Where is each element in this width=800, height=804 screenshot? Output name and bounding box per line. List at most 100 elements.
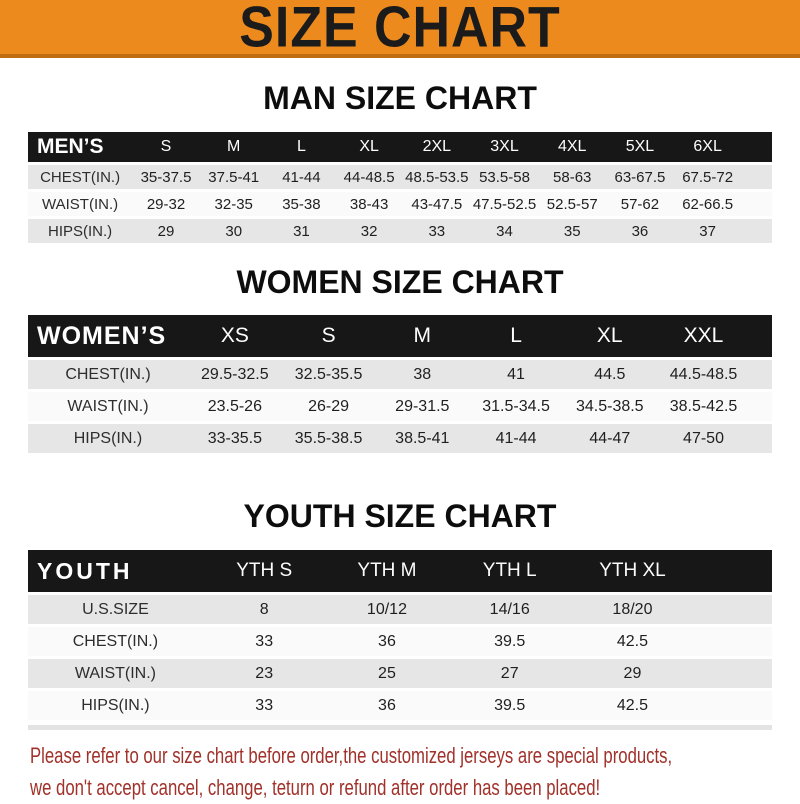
column-header: 4XL: [538, 132, 607, 162]
column-header: S: [132, 132, 200, 162]
size-cell: 43-47.5: [402, 192, 471, 216]
size-cell: 35: [538, 219, 607, 243]
women-size-table: WOMEN’S XS S M L XL XXL CHEST(IN.) 29.5-…: [28, 312, 772, 456]
column-header: 5XL: [606, 132, 674, 162]
size-cell: 37.5-41: [199, 165, 268, 189]
size-cell: 35-38: [267, 192, 336, 216]
size-cell: 57-62: [606, 192, 674, 216]
row-label: HIPS(IN.): [28, 219, 133, 243]
column-header: 6XL: [673, 132, 742, 162]
men-size-table: MEN’S S M L XL 2XL 3XL 4XL 5XL 6XL CHEST…: [28, 129, 772, 246]
size-cell: 44-47: [562, 424, 657, 453]
size-cell: 32-35: [199, 192, 268, 216]
filler-cell: [693, 550, 772, 592]
row-label: WAIST(IN.): [28, 392, 188, 421]
filler-cell: [693, 627, 772, 656]
footer-line-1: Please refer to our size chart before or…: [30, 743, 673, 768]
table-row: WAIST(IN.) 23.5-26 26-29 29-31.5 31.5-34…: [28, 392, 772, 421]
column-header: YTH S: [202, 550, 326, 592]
youth-table-title: YOUTH: [28, 550, 203, 592]
size-cell: 31.5-34.5: [469, 392, 563, 421]
column-header: XL: [562, 315, 657, 357]
column-header: XXL: [656, 315, 751, 357]
column-header: 3XL: [470, 132, 539, 162]
size-cell: 25: [325, 659, 449, 688]
size-cell: 36: [325, 627, 449, 656]
youth-header-row: YOUTH YTH S YTH M YTH L YTH XL: [28, 550, 772, 592]
size-cell: 42.5: [571, 691, 694, 720]
column-header: S: [281, 315, 376, 357]
size-cell: 52.5-57: [538, 192, 607, 216]
row-label: HIPS(IN.): [28, 691, 203, 720]
filler-cell: [750, 315, 772, 357]
youth-size-table: YOUTH YTH S YTH M YTH L YTH XL U.S.SIZE …: [28, 547, 772, 723]
filler-cell: [741, 192, 772, 216]
size-cell: 29: [571, 659, 694, 688]
size-cell: 34.5-38.5: [562, 392, 657, 421]
table-row: WAIST(IN.) 23 25 27 29: [28, 659, 772, 688]
size-cell: 36: [606, 219, 674, 243]
size-cell: 38-43: [335, 192, 403, 216]
size-cell: 47.5-52.5: [470, 192, 539, 216]
size-cell: 14/16: [448, 595, 572, 624]
row-label: CHEST(IN.): [28, 165, 133, 189]
size-cell: 47-50: [656, 424, 751, 453]
size-cell: 29.5-32.5: [187, 360, 282, 389]
column-header: YTH M: [325, 550, 449, 592]
size-cell: 26-29: [281, 392, 376, 421]
size-cell: 38: [375, 360, 470, 389]
size-cell: 67.5-72: [673, 165, 742, 189]
women-table-title: WOMEN’S: [28, 315, 188, 357]
size-cell: 33: [402, 219, 471, 243]
size-cell: 38.5-42.5: [656, 392, 751, 421]
column-header: XS: [187, 315, 282, 357]
size-cell: 62-66.5: [673, 192, 742, 216]
size-chart-banner: SIZE CHART: [0, 0, 800, 58]
content: MAN SIZE CHART MEN’S S M L XL 2XL 3XL 4X…: [0, 80, 800, 730]
size-cell: 27: [448, 659, 572, 688]
banner-title: SIZE CHART: [239, 0, 561, 59]
men-header-row: MEN’S S M L XL 2XL 3XL 4XL 5XL 6XL: [28, 132, 772, 162]
size-cell: 36: [325, 691, 449, 720]
row-label: U.S.SIZE: [28, 595, 203, 624]
size-cell: 41-44: [469, 424, 563, 453]
column-header: M: [199, 132, 268, 162]
size-cell: 33: [202, 627, 326, 656]
table-row: WAIST(IN.) 29-32 32-35 35-38 38-43 43-47…: [28, 192, 772, 216]
size-cell: 18/20: [571, 595, 694, 624]
size-cell: 39.5: [448, 627, 572, 656]
row-label: HIPS(IN.): [28, 424, 188, 453]
women-section-heading: WOMEN SIZE CHART: [236, 264, 564, 300]
filler-cell: [750, 424, 772, 453]
row-label: WAIST(IN.): [28, 192, 133, 216]
table-row: CHEST(IN.) 33 36 39.5 42.5: [28, 627, 772, 656]
size-cell: 33-35.5: [187, 424, 282, 453]
size-cell: 10/12: [325, 595, 449, 624]
row-label: WAIST(IN.): [28, 659, 203, 688]
size-cell: 48.5-53.5: [402, 165, 471, 189]
size-cell: 29-32: [132, 192, 200, 216]
women-header-row: WOMEN’S XS S M L XL XXL: [28, 315, 772, 357]
size-cell: 32: [335, 219, 403, 243]
column-header: M: [375, 315, 470, 357]
table-row: HIPS(IN.) 33 36 39.5 42.5: [28, 691, 772, 720]
youth-table-end-bar: [28, 725, 772, 730]
table-row: HIPS(IN.) 29 30 31 32 33 34 35 36 37: [28, 219, 772, 243]
size-cell: 44-48.5: [335, 165, 403, 189]
size-cell: 58-63: [538, 165, 607, 189]
filler-cell: [741, 219, 772, 243]
column-header: 2XL: [402, 132, 471, 162]
size-cell: 44.5: [562, 360, 657, 389]
filler-cell: [750, 360, 772, 389]
column-header: XL: [335, 132, 403, 162]
size-cell: 39.5: [448, 691, 572, 720]
men-table-title: MEN’S: [28, 132, 133, 162]
size-cell: 44.5-48.5: [656, 360, 751, 389]
filler-cell: [693, 595, 772, 624]
filler-cell: [750, 392, 772, 421]
column-header: L: [267, 132, 336, 162]
size-cell: 31: [267, 219, 336, 243]
footer-note: Please refer to our size chart before or…: [0, 740, 800, 804]
size-cell: 63-67.5: [606, 165, 674, 189]
